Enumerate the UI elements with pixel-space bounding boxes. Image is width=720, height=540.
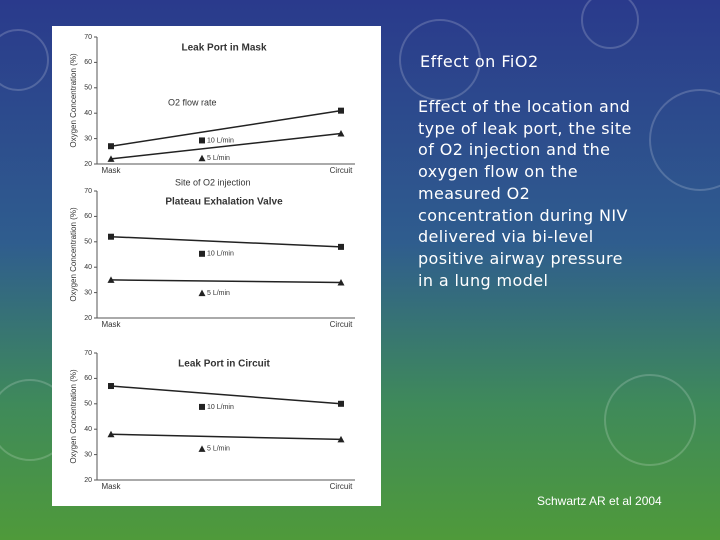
point — [337, 130, 345, 137]
legend-marker — [198, 289, 206, 297]
y-tick-label: 30 — [84, 289, 92, 296]
legend-label: 10 L/min — [207, 404, 234, 411]
y-tick-label: 70 — [84, 350, 92, 357]
y-tick-label: 20 — [84, 477, 92, 484]
x-tick-label: Circuit — [330, 166, 353, 175]
point — [337, 278, 345, 286]
y-tick-label: 50 — [84, 85, 92, 92]
series-line — [110, 433, 342, 441]
y-tick-label: 40 — [84, 110, 92, 117]
annotation: O2 flow rate — [168, 97, 217, 107]
y-tick-label: 70 — [84, 188, 92, 195]
point — [108, 143, 114, 150]
chart-title: Leak Port in Mask — [181, 43, 266, 54]
legend-marker — [198, 445, 206, 452]
y-axis-label: Oxygen Concentration (%) — [69, 369, 78, 464]
series-line — [110, 279, 342, 284]
y-tick-label: 40 — [84, 426, 92, 433]
legend-label: 5 L/min — [207, 446, 230, 453]
series-line — [110, 385, 342, 405]
y-tick-label: 50 — [84, 239, 92, 246]
point — [338, 243, 344, 250]
series-line — [110, 109, 342, 147]
point — [108, 233, 114, 240]
y-tick-label: 70 — [84, 34, 92, 41]
x-tick-label: Mask — [101, 482, 121, 491]
legend-label: 10 L/min — [207, 251, 234, 258]
legend-marker — [199, 250, 205, 257]
annotation: Site of O2 injection — [175, 177, 251, 187]
legend-label: 5 L/min — [207, 290, 230, 297]
y-tick-label: 20 — [84, 315, 92, 322]
slide-title: Effect on FiO2 — [420, 52, 539, 71]
point — [107, 276, 115, 283]
y-tick-label: 30 — [84, 451, 92, 458]
series-line — [110, 235, 342, 248]
legend-marker — [198, 154, 206, 162]
citation: Schwartz AR et al 2004 — [537, 494, 662, 508]
x-tick-label: Mask — [101, 320, 121, 329]
series-line — [110, 132, 342, 160]
point — [108, 383, 114, 390]
y-tick-label: 60 — [84, 213, 92, 220]
figure-panel — [52, 26, 381, 506]
point — [107, 430, 115, 438]
legend-label: 5 L/min — [207, 155, 230, 162]
point — [338, 107, 344, 114]
y-tick-label: 60 — [84, 375, 92, 382]
y-tick-label: 40 — [84, 264, 92, 271]
y-tick-label: 20 — [84, 161, 92, 168]
point — [338, 400, 344, 407]
y-axis-label: Oxygen Concentration (%) — [69, 207, 78, 302]
chart-title: Plateau Exhalation Valve — [165, 197, 283, 208]
chart-title: Leak Port in Circuit — [178, 359, 270, 370]
y-tick-label: 30 — [84, 135, 92, 142]
legend-marker — [199, 137, 205, 144]
legend-marker — [199, 403, 205, 410]
y-tick-label: 60 — [84, 59, 92, 66]
point — [337, 435, 345, 443]
slide-body: Effect of the location and type of leak … — [418, 97, 632, 290]
x-tick-label: Mask — [101, 166, 121, 175]
y-axis-label: Oxygen Concentration (%) — [69, 53, 78, 148]
x-tick-label: Circuit — [330, 482, 353, 491]
legend-label: 10 L/min — [207, 137, 234, 144]
point — [107, 155, 115, 162]
x-tick-label: Circuit — [330, 320, 353, 329]
y-tick-label: 50 — [84, 401, 92, 408]
